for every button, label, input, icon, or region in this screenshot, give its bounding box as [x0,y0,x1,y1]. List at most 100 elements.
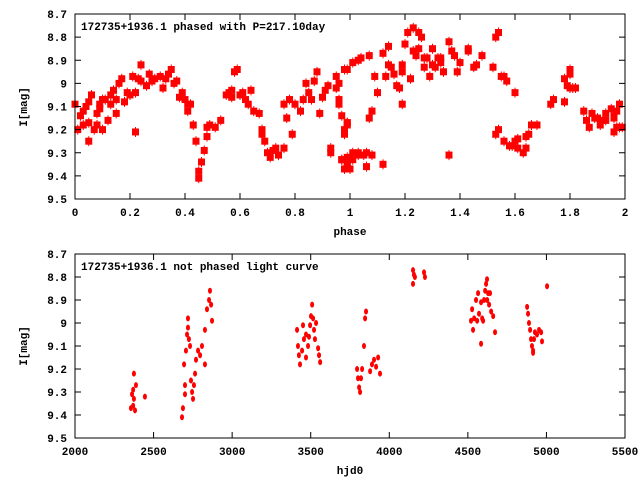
y-tick-label: 9.1 [47,342,67,354]
data-point [312,326,317,333]
data-point [411,280,416,287]
data-point [529,336,534,343]
data-point [207,287,212,294]
data-point [411,267,416,274]
x-tick-label: 5500 [612,447,638,459]
data-point [532,336,537,343]
data-point [130,391,135,398]
data-point [185,331,190,338]
data-point [191,382,196,389]
y-tick-label: 9.4 [47,411,67,423]
data-point [477,310,482,317]
data-point [493,329,498,336]
data-point [476,290,481,297]
data-point [528,326,533,333]
data-point [314,320,319,326]
data-point [368,368,373,375]
unphased-plot-xlabel: hjd0 [337,466,363,478]
data-point [359,375,363,382]
y-tick-label: 9.4 [47,172,67,184]
y-tick-label: 8.7 [47,250,67,262]
data-point [525,303,530,310]
data-point [202,326,207,333]
data-point [295,326,300,333]
data-point [131,395,136,402]
x-tick-label: 4000 [376,447,402,459]
x-tick-label: 1.8 [560,208,580,220]
data-point [470,306,475,313]
data-point [190,389,195,395]
data-point [310,301,315,308]
data-point [316,345,321,352]
data-point [183,382,187,389]
data-point [312,336,317,343]
x-tick-label: 0.8 [285,208,305,220]
data-point [487,301,492,308]
data-point [186,336,191,343]
x-tick-label: 0.4 [175,208,195,220]
data-point [193,370,198,377]
data-point [180,414,185,421]
data-point [526,320,531,326]
x-tick-label: 1.2 [395,208,415,220]
data-point [188,377,193,384]
data-point [376,354,381,361]
phased-plot-xlabel: phase [333,227,366,239]
data-point [194,356,198,363]
data-point [482,297,487,303]
data-point [471,326,476,333]
data-point [481,317,486,324]
data-point [318,359,323,366]
x-tick-label: 4500 [455,447,481,459]
data-point [180,405,185,412]
data-point [191,395,196,402]
unphased-plot-ylabel: I[mag] [19,326,31,366]
data-point [422,269,427,276]
data-point [199,343,204,349]
data-point [185,315,190,322]
y-tick-label: 9.3 [47,388,67,400]
data-point [469,317,473,324]
y-tick-label: 9.2 [47,365,67,377]
x-tick-label: 1 [347,208,354,220]
data-point [422,274,427,280]
data-point [484,280,489,287]
data-point [370,361,374,368]
x-tick-label: 2500 [140,447,166,459]
data-point [491,313,496,320]
x-tick-label: 1.4 [450,208,470,220]
data-point [372,356,377,363]
data-point [301,322,306,329]
data-point [304,354,308,361]
data-point [360,366,365,372]
y-tick-label: 9.2 [47,126,67,138]
data-point [472,315,477,322]
phased-plot: phase I[mag] 0 0.2 0.4 0.6 0.8 1 1.2 1.4 1.6 1.8 2… [19,10,628,239]
data-point [198,352,203,359]
data-point [209,301,214,308]
y-tick-label: 8.8 [47,33,67,45]
data-point [364,308,369,315]
data-point [296,352,301,359]
x-tick-label: 0 [72,208,79,220]
y-tick-label: 8.7 [47,10,67,22]
data-point [300,347,305,354]
data-point [207,297,212,303]
data-point [545,283,550,290]
data-point [210,317,215,324]
y-tick-label: 8.9 [47,296,67,308]
data-point [531,349,536,356]
data-point [355,366,360,372]
data-point [128,405,133,412]
data-point [205,306,209,313]
data-point [183,391,187,398]
data-point [357,384,362,391]
y-tick-label: 9.3 [47,149,67,161]
y-tick-label: 8.8 [47,273,67,285]
data-point [306,343,311,349]
data-point [301,336,306,343]
data-point [298,361,303,368]
data-point [540,338,545,345]
